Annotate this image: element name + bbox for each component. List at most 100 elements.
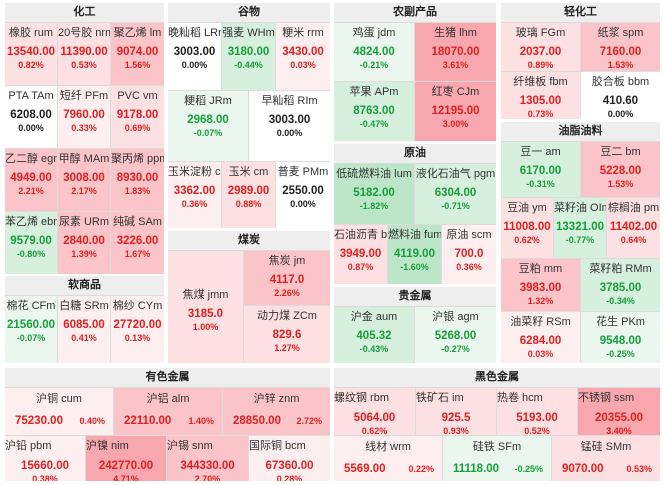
ticker-tile[interactable]: 胶合板 bbm 410.60 0.00% bbox=[581, 72, 660, 119]
ticker-tile[interactable]: 鸡蛋 jdm 4824.00 -0.21% bbox=[334, 23, 414, 81]
ticker-price: 9548.00 bbox=[599, 335, 642, 347]
ticker-price: 829.6 bbox=[272, 329, 302, 341]
ticker-price: 27720.00 bbox=[113, 319, 162, 331]
ticker-tile[interactable]: 粳米 rrm 3430.00 0.03% bbox=[276, 23, 330, 90]
ticker-tile[interactable]: 白糖 SRm 6085.00 0.41% bbox=[58, 296, 110, 363]
section-title: 原油 bbox=[334, 144, 496, 163]
ticker-tile[interactable]: 甲醇 MAm 3008.00 2.17% bbox=[58, 149, 110, 211]
ticker-tile[interactable]: PTA TAm 6208.00 0.00% bbox=[5, 86, 57, 148]
ticker-tile[interactable]: 尿素 URm 2840.00 1.39% bbox=[58, 212, 110, 274]
ticker-price: 3003.00 bbox=[268, 114, 311, 126]
ticker-tile[interactable]: 纯碱 SAm 3226.00 1.67% bbox=[111, 212, 164, 274]
ticker-tile[interactable]: 普麦 PMm 2550.00 0.00% bbox=[276, 162, 330, 228]
ticker-tile[interactable]: 玉米 cm 2989.00 0.88% bbox=[222, 162, 275, 228]
ticker-tile[interactable]: 苯乙烯 ebm 9579.00 -0.80% bbox=[5, 212, 57, 274]
ticker-change: -1.82% bbox=[359, 201, 389, 211]
ticker-tile[interactable]: 乙二醇 egm 4949.00 2.21% bbox=[5, 149, 57, 211]
ticker-tile[interactable]: 短纤 PFm 7960.00 0.33% bbox=[58, 86, 110, 148]
ticker-tile[interactable]: 晚籼稻 LRm 3003.00 0.00% bbox=[168, 23, 221, 90]
ticker-tile[interactable]: 聚丙烯 ppm 8930.00 1.83% bbox=[111, 149, 164, 211]
ticker-name: 短纤 PFm bbox=[59, 90, 109, 102]
ticker-tile[interactable]: 沪铝 alm 22110.00 1.40% bbox=[114, 388, 222, 435]
ticker-tile[interactable]: 热卷 hcm 5193.00 0.52% bbox=[497, 388, 577, 435]
ticker-change: 0.88% bbox=[235, 199, 262, 209]
ticker-tile[interactable]: 液化石油气 pgm 6304.00 -0.71% bbox=[415, 164, 496, 224]
ticker-tile[interactable]: 豆一 am 6170.00 -0.31% bbox=[501, 142, 580, 197]
ticker-name: PTA TAm bbox=[8, 90, 54, 102]
ticker-tile[interactable]: 菜籽粕 RMm 3785.00 -0.34% bbox=[581, 259, 660, 311]
ticker-tile[interactable]: 沪锌 znm 28850.00 2.72% bbox=[223, 388, 330, 435]
ticker-tile[interactable]: 螺纹钢 rbm 5064.00 0.62% bbox=[334, 388, 415, 435]
ticker-tile[interactable]: 油菜籽 RSm 6284.00 0.03% bbox=[501, 312, 580, 363]
ticker-change: 0.53% bbox=[626, 464, 652, 474]
ticker-tile[interactable]: 沪镍 nim 242770.00 4.71% bbox=[86, 436, 166, 481]
ticker-change: 2.70% bbox=[194, 474, 221, 481]
ticker-price: 344330.00 bbox=[180, 460, 235, 472]
ticker-tile[interactable]: 玉米淀粉 csm 3362.00 0.36% bbox=[168, 162, 221, 228]
ticker-change: 0.82% bbox=[18, 60, 44, 70]
ticker-tile[interactable]: 强麦 WHm 3180.00 -0.44% bbox=[222, 23, 275, 90]
ticker-tile[interactable]: 红枣 CJm 12195.00 3.00% bbox=[415, 82, 496, 141]
ticker-price: 75230.00 bbox=[15, 415, 63, 427]
ticker-tile[interactable]: 苹果 APm 8763.00 -0.47% bbox=[334, 82, 414, 141]
ticker-name: 聚丙烯 ppm bbox=[111, 153, 164, 165]
ticker-tile[interactable]: 沪铅 pbm 15660.00 0.38% bbox=[5, 436, 85, 481]
ticker-tile[interactable]: 硅铁 SFm 11118.00 -0.25% bbox=[443, 436, 551, 481]
ticker-price: 11008.00 bbox=[503, 221, 551, 233]
ticker-tile[interactable]: 焦煤 jmm 3185.0 1.00% bbox=[168, 251, 243, 363]
ticker-price: 3180.00 bbox=[227, 46, 270, 58]
ticker-tile[interactable]: 线材 wrm 5569.00 0.22% bbox=[334, 436, 442, 481]
ticker-name: 棕榈油 pm bbox=[607, 202, 660, 214]
ticker-tile[interactable]: 焦炭 jm 4117.0 2.26% bbox=[244, 251, 330, 305]
ticker-tile[interactable]: 豆油 ym 11008.00 0.62% bbox=[501, 198, 553, 258]
ticker-tile[interactable]: 石油沥青 bum 3949.00 0.87% bbox=[334, 225, 387, 284]
ticker-change: 0.87% bbox=[347, 262, 374, 272]
ticker-change: 0.00% bbox=[181, 60, 208, 70]
ticker-tile[interactable]: 沪铜 cum 75230.00 0.40% bbox=[5, 388, 113, 435]
ticker-tile[interactable]: 纸浆 spm 7160.00 1.53% bbox=[581, 23, 660, 71]
ticker-tile[interactable]: 沪金 aum 405.32 -0.43% bbox=[334, 307, 414, 363]
ticker-tile[interactable]: 早籼稻 RIm 3003.00 0.00% bbox=[249, 91, 330, 161]
ticker-tile[interactable]: 玻璃 FGm 2037.00 0.89% bbox=[501, 23, 580, 71]
ticker-tile[interactable]: 不锈钢 ssm 20355.00 3.40% bbox=[578, 388, 660, 435]
ticker-tile[interactable]: 原油 scm 700.0 0.36% bbox=[442, 225, 496, 284]
ticker-tile[interactable]: 20号胶 nrm 11390.00 0.53% bbox=[58, 23, 110, 85]
ticker-tile[interactable]: 低硫燃料油 lum 5182.00 -1.82% bbox=[334, 164, 414, 224]
ticker-tile[interactable]: 豆二 bm 5228.00 1.53% bbox=[581, 142, 660, 197]
ticker-price: 9070.00 bbox=[562, 463, 604, 475]
ticker-tile[interactable]: 铁矿石 im 925.5 0.93% bbox=[416, 388, 496, 435]
ticker-change: 0.52% bbox=[524, 426, 550, 435]
ticker-name: 白糖 SRm bbox=[59, 300, 109, 312]
ticker-price: 28850.00 bbox=[233, 415, 281, 427]
ticker-price: 9178.00 bbox=[116, 109, 159, 121]
ticker-tile[interactable]: 棕榈油 pm 11402.00 0.64% bbox=[607, 198, 660, 258]
ticker-tile[interactable]: 锰硅 SMm 9070.00 0.53% bbox=[552, 436, 660, 481]
ticker-tile[interactable]: 生猪 lhm 18070.00 3.61% bbox=[415, 23, 496, 81]
ticker-change: 0.53% bbox=[71, 60, 97, 70]
section-crude: 原油 低硫燃料油 lum 5182.00 -1.82% 液化石油气 pgm 6304.… bbox=[334, 144, 496, 284]
ticker-tile[interactable]: 纤维板 fbm 1305.00 0.73% bbox=[501, 72, 580, 119]
ticker-tile[interactable]: 聚乙烯 lm 9074.00 1.56% bbox=[111, 23, 164, 85]
ticker-name: 沪铅 pbm bbox=[5, 440, 52, 452]
ticker-tile[interactable]: 燃料油 fum 4119.00 -1.60% bbox=[388, 225, 441, 284]
ticker-tile[interactable]: 粳稻 JRm 2968.00 -0.07% bbox=[168, 91, 248, 161]
section-title: 有色金属 bbox=[5, 368, 330, 387]
ticker-price: 3008.00 bbox=[63, 172, 105, 184]
ticker-price: 3003.00 bbox=[173, 46, 216, 58]
ticker-tile[interactable]: 橡胶 rum 13540.00 0.82% bbox=[5, 23, 57, 85]
ticker-name: 国际铜 bcm bbox=[249, 440, 306, 452]
ticker-tile[interactable]: 沪银 agm 5268.00 -0.27% bbox=[415, 307, 496, 363]
section-title: 贵金属 bbox=[334, 287, 496, 306]
ticker-tile[interactable]: 棉纱 CYm 27720.00 0.13% bbox=[111, 296, 164, 363]
ticker-tile[interactable]: 豆粕 mm 3983.00 1.32% bbox=[501, 259, 580, 311]
ticker-name: 沪银 agm bbox=[432, 311, 479, 323]
ticker-tile[interactable]: 菜籽油 OIm 13321.00 -0.77% bbox=[554, 198, 606, 258]
ticker-change: 0.62% bbox=[361, 426, 388, 435]
section-soft: 软商品 棉花 CFm 21560.00 -0.07% 白糖 SRm 6085.00 0.… bbox=[5, 276, 164, 363]
ticker-tile[interactable]: 花生 PKm 9548.00 -0.25% bbox=[581, 312, 660, 363]
ticker-tile[interactable]: PVC vm 9178.00 0.69% bbox=[111, 86, 164, 148]
ticker-tile[interactable]: 动力煤 ZCm 829.6 1.27% bbox=[244, 306, 330, 363]
ticker-tile[interactable]: 国际铜 bcm 67360.00 0.28% bbox=[249, 436, 330, 481]
ticker-tile[interactable]: 棉花 CFm 21560.00 -0.07% bbox=[5, 296, 57, 363]
ticker-tile[interactable]: 沪锡 snm 344330.00 2.70% bbox=[167, 436, 248, 481]
